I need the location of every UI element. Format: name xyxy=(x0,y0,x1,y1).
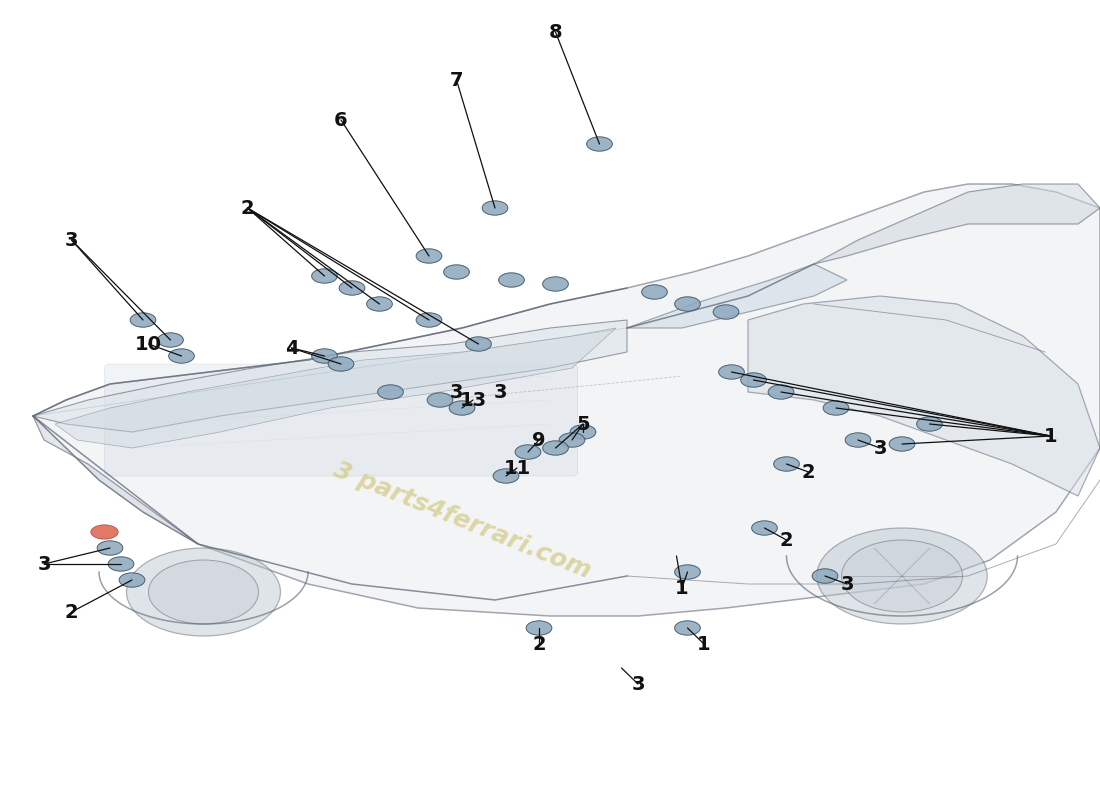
Ellipse shape xyxy=(377,385,404,399)
Text: 11: 11 xyxy=(504,458,530,478)
Ellipse shape xyxy=(718,365,745,379)
Text: 4: 4 xyxy=(285,338,298,358)
Text: 2: 2 xyxy=(780,530,793,550)
Ellipse shape xyxy=(768,385,794,399)
Text: 3: 3 xyxy=(37,554,51,574)
Ellipse shape xyxy=(493,469,519,483)
Ellipse shape xyxy=(157,333,184,347)
Text: 2: 2 xyxy=(802,462,815,482)
Ellipse shape xyxy=(641,285,668,299)
Text: 3: 3 xyxy=(494,382,507,402)
Ellipse shape xyxy=(366,297,393,311)
Text: 3: 3 xyxy=(840,574,854,594)
Text: 1: 1 xyxy=(1044,426,1057,446)
Polygon shape xyxy=(814,184,1100,264)
Ellipse shape xyxy=(674,565,701,579)
Ellipse shape xyxy=(542,441,569,455)
Ellipse shape xyxy=(311,269,338,283)
Ellipse shape xyxy=(674,621,701,635)
Ellipse shape xyxy=(427,393,453,407)
Text: 8: 8 xyxy=(549,22,562,42)
Ellipse shape xyxy=(773,457,800,471)
Ellipse shape xyxy=(119,573,145,587)
Text: 1: 1 xyxy=(675,578,689,598)
Text: 3: 3 xyxy=(450,382,463,402)
Polygon shape xyxy=(33,416,198,544)
Ellipse shape xyxy=(586,137,613,151)
Ellipse shape xyxy=(443,265,470,279)
Ellipse shape xyxy=(449,401,475,415)
Ellipse shape xyxy=(916,417,943,431)
FancyBboxPatch shape xyxy=(104,364,578,476)
Ellipse shape xyxy=(542,277,569,291)
Ellipse shape xyxy=(816,528,988,624)
Ellipse shape xyxy=(97,541,123,555)
Text: 9: 9 xyxy=(532,430,546,450)
Ellipse shape xyxy=(845,433,871,447)
Text: 1: 1 xyxy=(697,634,711,654)
Ellipse shape xyxy=(526,621,552,635)
Ellipse shape xyxy=(482,201,508,215)
Text: 3 parts4ferrari.com: 3 parts4ferrari.com xyxy=(330,458,594,582)
Text: 3: 3 xyxy=(631,674,645,694)
Text: 13: 13 xyxy=(460,390,486,410)
Text: 5: 5 xyxy=(576,414,590,434)
Ellipse shape xyxy=(823,401,849,415)
Text: 7: 7 xyxy=(450,70,463,90)
Ellipse shape xyxy=(674,297,701,311)
Text: 2: 2 xyxy=(241,198,254,218)
Ellipse shape xyxy=(311,349,338,363)
Ellipse shape xyxy=(713,305,739,319)
Ellipse shape xyxy=(465,337,492,351)
Text: 2: 2 xyxy=(65,602,78,622)
Polygon shape xyxy=(55,328,616,448)
Ellipse shape xyxy=(130,313,156,327)
Ellipse shape xyxy=(515,445,541,459)
Polygon shape xyxy=(33,184,1100,616)
Ellipse shape xyxy=(108,557,134,571)
Ellipse shape xyxy=(339,281,365,295)
Ellipse shape xyxy=(889,437,915,451)
Ellipse shape xyxy=(416,313,442,327)
Polygon shape xyxy=(627,264,847,328)
Text: 6: 6 xyxy=(334,110,348,130)
Ellipse shape xyxy=(126,548,280,636)
Text: 2: 2 xyxy=(532,634,546,654)
Polygon shape xyxy=(748,296,1100,496)
Text: 3: 3 xyxy=(65,230,78,250)
Ellipse shape xyxy=(168,349,195,363)
Ellipse shape xyxy=(416,249,442,263)
Ellipse shape xyxy=(498,273,525,287)
Text: 3: 3 xyxy=(873,438,887,458)
Text: 10: 10 xyxy=(135,334,162,354)
Ellipse shape xyxy=(90,525,119,539)
Ellipse shape xyxy=(740,373,767,387)
Ellipse shape xyxy=(751,521,778,535)
Ellipse shape xyxy=(812,569,838,583)
Ellipse shape xyxy=(559,433,585,447)
Ellipse shape xyxy=(842,540,962,612)
Polygon shape xyxy=(33,320,627,432)
Ellipse shape xyxy=(148,560,258,624)
Ellipse shape xyxy=(570,425,596,439)
Ellipse shape xyxy=(328,357,354,371)
